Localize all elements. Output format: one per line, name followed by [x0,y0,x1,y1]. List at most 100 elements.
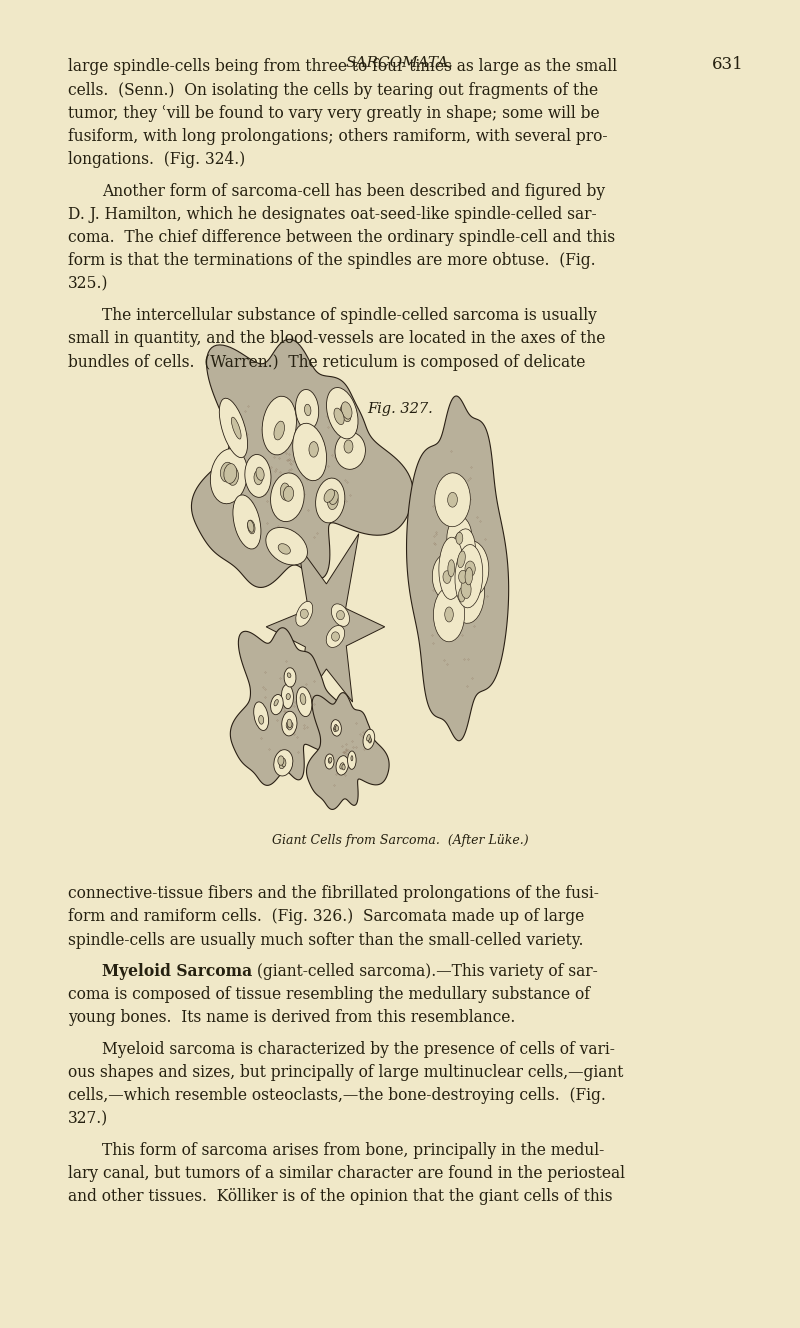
Ellipse shape [331,604,350,627]
Text: SARCOMATA.: SARCOMATA. [346,56,454,70]
Ellipse shape [329,757,332,762]
Polygon shape [306,693,389,810]
Ellipse shape [447,517,472,560]
Ellipse shape [247,521,255,534]
Ellipse shape [295,389,318,430]
Ellipse shape [325,754,334,769]
Text: tumor, they ʿvill be found to vary very greatly in shape; some will be: tumor, they ʿvill be found to vary very … [68,105,600,122]
Ellipse shape [451,540,489,598]
Ellipse shape [331,632,339,641]
Ellipse shape [367,736,371,742]
Ellipse shape [347,752,356,769]
Ellipse shape [296,602,313,627]
Ellipse shape [258,716,264,724]
Ellipse shape [328,758,331,764]
Text: young bones.  Its name is derived from this resemblance.: young bones. Its name is derived from th… [68,1009,515,1027]
Text: D. J. Hamilton, which he designates oat-seed-like spindle-celled sar-: D. J. Hamilton, which he designates oat-… [68,206,597,223]
Text: coma is composed of tissue resembling the medullary substance of: coma is composed of tissue resembling th… [68,987,590,1003]
Ellipse shape [341,764,344,768]
Ellipse shape [336,756,349,776]
Text: (giant-celled sarcoma).—This variety of sar-: (giant-celled sarcoma).—This variety of … [252,963,598,980]
Ellipse shape [432,554,462,600]
Ellipse shape [326,388,358,438]
Ellipse shape [331,720,342,736]
Ellipse shape [278,543,290,554]
Ellipse shape [233,495,261,548]
Ellipse shape [221,462,234,482]
Text: cells.  (Senn.)  On isolating the cells by tearing out fragments of the: cells. (Senn.) On isolating the cells by… [68,82,598,98]
Text: Myeloid Sarcoma: Myeloid Sarcoma [102,963,252,980]
Text: coma.  The chief difference between the ordinary spindle-cell and this: coma. The chief difference between the o… [68,230,615,246]
Ellipse shape [334,726,337,732]
Ellipse shape [300,693,306,705]
Ellipse shape [227,466,238,485]
Ellipse shape [341,405,351,422]
Text: 327.): 327.) [68,1110,108,1127]
Ellipse shape [256,467,264,481]
Polygon shape [230,628,349,785]
Text: longations.  (Fig. 324.): longations. (Fig. 324.) [68,151,246,169]
Ellipse shape [369,738,371,744]
Text: form and ramiform cells.  (Fig. 326.)  Sarcomata made up of large: form and ramiform cells. (Fig. 326.) Sar… [68,908,584,926]
Ellipse shape [363,729,374,749]
Ellipse shape [266,527,307,564]
Text: bundles of cells.  (Warren.)  The reticulum is composed of delicate: bundles of cells. (Warren.) The reticulu… [68,353,586,371]
Ellipse shape [465,560,475,576]
Ellipse shape [231,417,241,440]
Polygon shape [406,396,509,741]
Text: connective-tissue fibers and the fibrillated prolongations of the fusi-: connective-tissue fibers and the fibrill… [68,884,599,902]
Text: Another form of sarcoma-cell has been described and figured by: Another form of sarcoma-cell has been de… [102,183,605,199]
Ellipse shape [262,396,297,456]
Text: cells,—which resemble osteoclasts,—the bone-destroying cells.  (Fig.: cells,—which resemble osteoclasts,—the b… [68,1088,606,1105]
Text: Fig. 327.: Fig. 327. [367,402,433,417]
Text: ous shapes and sizes, but principally of large multinuclear cells,—giant: ous shapes and sizes, but principally of… [68,1064,623,1081]
Text: spindle-cells are usually much softer than the small-celled variety.: spindle-cells are usually much softer th… [68,931,583,948]
Ellipse shape [278,756,284,765]
Ellipse shape [286,693,290,700]
Ellipse shape [448,560,454,576]
Ellipse shape [282,684,294,709]
Ellipse shape [337,611,345,620]
Text: and other tissues.  Kölliker is of the opinion that the giant cells of this: and other tissues. Kölliker is of the op… [68,1189,613,1206]
Text: large spindle-cells being from three to four times as large as the small: large spindle-cells being from three to … [68,58,617,76]
Ellipse shape [450,568,474,622]
Ellipse shape [284,668,296,687]
Ellipse shape [335,433,366,469]
Ellipse shape [210,449,247,503]
Text: fusiform, with long prolongations; others ramiform, with several pro-: fusiform, with long prolongations; other… [68,127,607,145]
Ellipse shape [342,402,352,420]
Ellipse shape [315,478,345,523]
Ellipse shape [286,721,291,729]
Ellipse shape [274,421,285,440]
Ellipse shape [274,700,278,706]
Ellipse shape [445,607,454,622]
Text: form is that the terminations of the spindles are more obtuse.  (Fig.: form is that the terminations of the spi… [68,252,596,270]
Ellipse shape [270,695,283,714]
Ellipse shape [287,720,292,728]
Ellipse shape [288,722,293,730]
Ellipse shape [326,625,345,648]
Ellipse shape [224,463,237,483]
Ellipse shape [458,570,467,583]
Ellipse shape [245,454,271,498]
Ellipse shape [447,529,475,590]
Ellipse shape [282,758,286,766]
Ellipse shape [458,551,466,567]
Ellipse shape [287,673,291,677]
Ellipse shape [344,440,353,453]
Ellipse shape [324,489,334,502]
Ellipse shape [296,687,312,717]
Ellipse shape [335,725,338,732]
Ellipse shape [305,404,311,416]
Ellipse shape [248,521,254,533]
Ellipse shape [328,494,338,510]
Ellipse shape [448,493,458,507]
Ellipse shape [443,571,451,583]
Text: lary canal, but tumors of a similar character are found in the periosteal: lary canal, but tumors of a similar char… [68,1165,625,1182]
Polygon shape [266,534,385,712]
Ellipse shape [274,750,293,776]
Ellipse shape [447,555,485,623]
Ellipse shape [283,486,294,502]
Text: This form of sarcoma arises from bone, principally in the medul-: This form of sarcoma arises from bone, p… [102,1142,604,1159]
Ellipse shape [270,473,304,522]
